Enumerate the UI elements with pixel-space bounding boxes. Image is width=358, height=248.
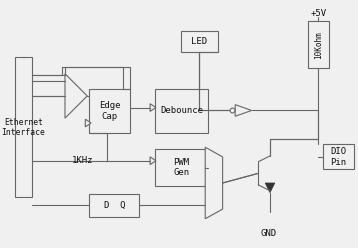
Polygon shape — [235, 105, 252, 116]
Text: Ethernet
Interface: Ethernet Interface — [1, 118, 45, 137]
Polygon shape — [205, 147, 223, 219]
Bar — [89, 194, 140, 217]
Text: D  Q: D Q — [103, 201, 125, 210]
Text: Edge
Cap: Edge Cap — [99, 101, 120, 121]
Polygon shape — [65, 74, 87, 118]
Bar — [155, 89, 208, 133]
Text: 10Kohm: 10Kohm — [314, 31, 323, 59]
Text: +5V: +5V — [310, 9, 326, 18]
Bar — [308, 22, 329, 68]
Polygon shape — [85, 119, 91, 127]
Polygon shape — [150, 104, 156, 111]
Bar — [181, 31, 218, 52]
Bar — [155, 149, 208, 186]
Polygon shape — [150, 157, 156, 165]
Polygon shape — [265, 183, 275, 193]
Text: 1KHz: 1KHz — [72, 156, 93, 165]
Text: LED: LED — [191, 37, 208, 46]
Text: GND: GND — [260, 229, 276, 238]
Bar — [323, 144, 354, 169]
Bar — [15, 57, 32, 197]
Bar — [89, 89, 130, 133]
Text: PWM
Gen: PWM Gen — [174, 158, 190, 177]
Text: DIO
Pin: DIO Pin — [330, 147, 347, 167]
Text: Debounce: Debounce — [160, 106, 203, 116]
